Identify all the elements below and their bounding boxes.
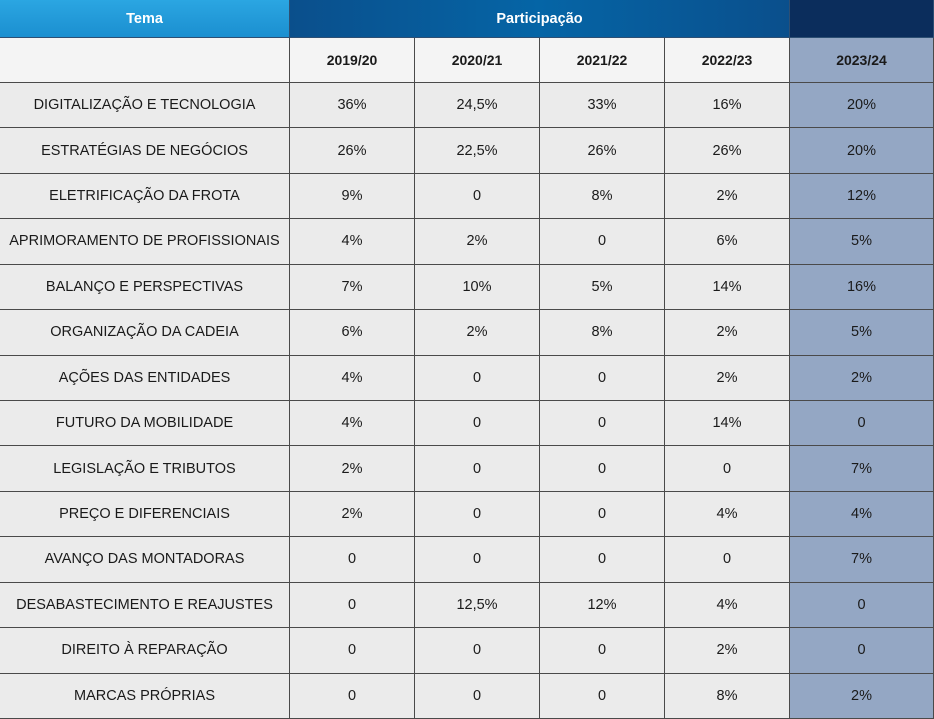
theme-label: APRIMORAMENTO DE PROFISSIONAIS (0, 219, 290, 265)
theme-label: ORGANIZAÇÃO DA CADEIA (0, 310, 290, 356)
share-value: 0 (540, 446, 665, 492)
share-value: 8% (665, 673, 790, 719)
share-value: 5% (790, 310, 934, 356)
share-value: 12% (790, 173, 934, 220)
year-header: 2019/20 (290, 38, 415, 83)
share-value: 0 (290, 582, 415, 629)
share-value: 0 (415, 401, 540, 447)
share-value: 0 (415, 173, 540, 220)
share-value: 2% (790, 355, 934, 401)
share-value: 2% (290, 491, 415, 538)
theme-label: DIREITO À REPARAÇÃO (0, 628, 290, 674)
share-value: 2% (290, 446, 415, 492)
header-blank (0, 38, 290, 83)
share-value: 0 (415, 491, 540, 538)
share-value: 0 (790, 628, 934, 674)
share-value: 0 (415, 673, 540, 719)
share-value: 0 (290, 628, 415, 674)
share-value: 2% (665, 173, 790, 220)
share-value: 0 (415, 537, 540, 583)
share-value: 4% (290, 401, 415, 447)
share-value: 5% (540, 264, 665, 311)
share-value: 0 (290, 673, 415, 719)
share-value: 0 (415, 355, 540, 401)
share-value: 2% (665, 628, 790, 674)
theme-label: AÇÕES DAS ENTIDADES (0, 355, 290, 401)
share-value: 0 (290, 537, 415, 583)
share-value: 2% (665, 310, 790, 356)
share-value: 7% (290, 264, 415, 311)
share-value: 0 (415, 628, 540, 674)
share-value: 0 (540, 401, 665, 447)
theme-label: PREÇO E DIFERENCIAIS (0, 491, 290, 538)
theme-label: LEGISLAÇÃO E TRIBUTOS (0, 446, 290, 492)
year-header: 2023/24 (790, 38, 934, 83)
share-value: 6% (290, 310, 415, 356)
theme-label: FUTURO DA MOBILIDADE (0, 401, 290, 447)
share-value: 0 (540, 355, 665, 401)
share-value: 16% (665, 83, 790, 129)
share-value: 6% (665, 219, 790, 265)
share-value: 0 (540, 673, 665, 719)
share-value: 20% (790, 83, 934, 129)
share-value: 4% (290, 219, 415, 265)
share-value: 2% (415, 219, 540, 265)
theme-label: AVANÇO DAS MONTADORAS (0, 537, 290, 583)
share-value: 0 (540, 537, 665, 583)
share-value: 12,5% (415, 582, 540, 629)
share-value: 14% (665, 264, 790, 311)
share-value: 12% (540, 582, 665, 629)
share-value: 16% (790, 264, 934, 311)
share-value: 4% (665, 491, 790, 538)
theme-label: DESABASTECIMENTO E REAJUSTES (0, 582, 290, 629)
share-value: 8% (540, 310, 665, 356)
year-header: 2020/21 (415, 38, 540, 83)
share-value: 0 (790, 401, 934, 447)
share-value: 20% (790, 128, 934, 174)
theme-label: DIGITALIZAÇÃO E TECNOLOGIA (0, 83, 290, 129)
theme-label: ESTRATÉGIAS DE NEGÓCIOS (0, 128, 290, 174)
theme-label: ELETRIFICAÇÃO DA FROTA (0, 173, 290, 220)
share-value: 9% (290, 173, 415, 220)
share-value: 26% (290, 128, 415, 174)
year-header: 2022/23 (665, 38, 790, 83)
share-value: 0 (665, 446, 790, 492)
share-value: 0 (415, 446, 540, 492)
share-value: 26% (540, 128, 665, 174)
share-value: 0 (540, 491, 665, 538)
share-value: 36% (290, 83, 415, 129)
share-value: 0 (540, 628, 665, 674)
share-value: 26% (665, 128, 790, 174)
share-value: 7% (790, 446, 934, 492)
share-value: 5% (790, 219, 934, 265)
share-value: 33% (540, 83, 665, 129)
share-value: 4% (290, 355, 415, 401)
theme-header: Tema (0, 0, 290, 38)
share-value: 4% (790, 491, 934, 538)
share-value: 0 (540, 219, 665, 265)
share-value: 0 (790, 582, 934, 629)
share-value: 2% (790, 673, 934, 719)
theme-label: BALANÇO E PERSPECTIVAS (0, 264, 290, 311)
share-value: 2% (665, 355, 790, 401)
share-value: 10% (415, 264, 540, 311)
header-corner (790, 0, 934, 38)
share-value: 4% (665, 582, 790, 629)
share-value: 24,5% (415, 83, 540, 129)
share-value: 22,5% (415, 128, 540, 174)
theme-label: MARCAS PRÓPRIAS (0, 673, 290, 719)
share-value: 0 (665, 537, 790, 583)
share-value: 7% (790, 537, 934, 583)
share-value: 2% (415, 310, 540, 356)
share-value: 8% (540, 173, 665, 220)
year-header: 2021/22 (540, 38, 665, 83)
share-value: 14% (665, 401, 790, 447)
participation-header: Participação (290, 0, 790, 38)
